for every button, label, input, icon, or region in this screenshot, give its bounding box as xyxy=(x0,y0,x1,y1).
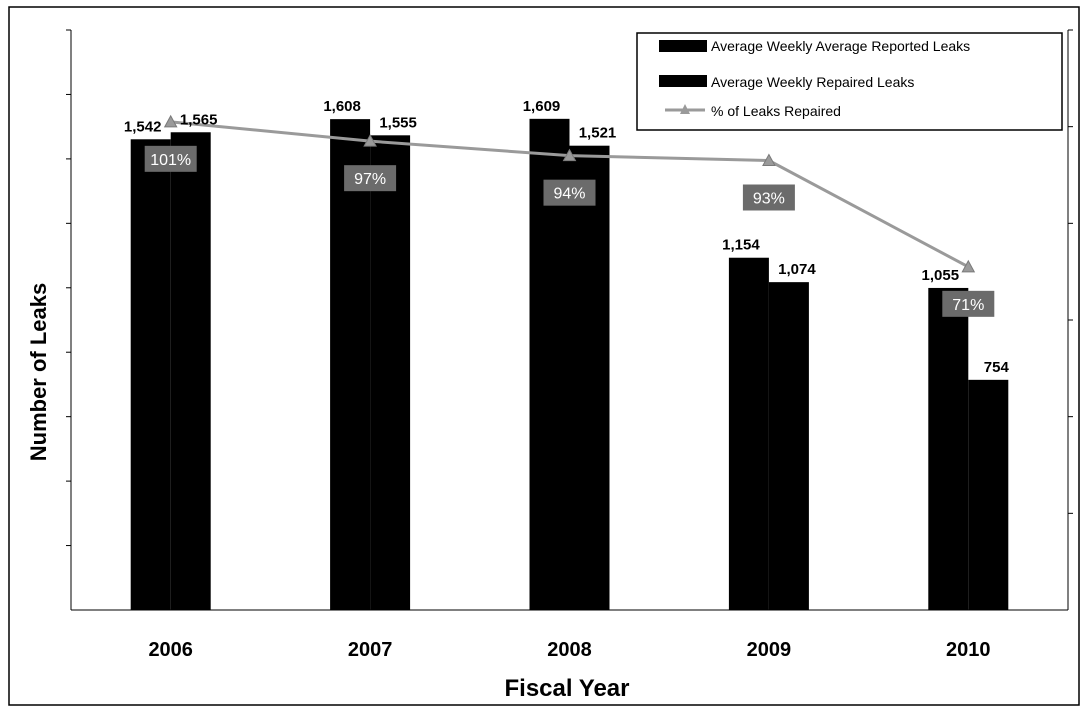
bar-reported-2006 xyxy=(130,139,171,610)
legend-label-reported: Average Weekly Average Reported Leaks xyxy=(711,38,970,54)
percent-marker-2007 xyxy=(363,134,377,147)
bar-label-repaired-2010: 754 xyxy=(984,359,1010,376)
bar-label-reported-2008: 1,609 xyxy=(523,98,561,115)
x-tick-label-2010: 2010 xyxy=(946,639,991,661)
percent-label-box-2009 xyxy=(742,184,795,211)
legend-swatch-repaired xyxy=(659,75,707,87)
percent-marker-2009 xyxy=(762,153,776,166)
percent-label-2010: 71% xyxy=(952,297,984,314)
percent-label-box-2008 xyxy=(543,179,596,206)
bar-label-repaired-2008: 1,521 xyxy=(579,125,617,142)
percent-label-2009: 93% xyxy=(753,191,785,208)
y-axis-title: Number of Leaks xyxy=(26,283,51,462)
legend-label-repaired: Average Weekly Repaired Leaks xyxy=(711,74,914,90)
bar-label-reported-2010: 1,055 xyxy=(922,267,960,284)
percent-label-2008: 94% xyxy=(553,186,585,203)
x-tick-labels: 2006 2007 2008 2009 2010 xyxy=(148,639,990,661)
percent-marker-2006 xyxy=(163,114,178,128)
bar-reported-2010 xyxy=(928,287,969,610)
y-axis-ticks xyxy=(66,29,71,547)
bars xyxy=(130,118,1009,611)
bar-label-reported-2007: 1,608 xyxy=(323,98,361,115)
bar-reported-2009 xyxy=(728,257,769,610)
x-tick-label-2009: 2009 xyxy=(747,639,792,661)
bar-label-repaired-2009: 1,074 xyxy=(778,261,816,278)
x-tick-label-2007: 2007 xyxy=(348,639,393,661)
legend: Average Weekly Average Reported Leaks Av… xyxy=(636,32,1063,131)
percent-line xyxy=(163,114,976,273)
x-tick-label-2008: 2008 xyxy=(547,639,592,661)
bar-label-reported-2009: 1,154 xyxy=(722,237,760,254)
bar-repaired-2006 xyxy=(170,132,211,610)
percent-marker-2010 xyxy=(961,259,976,273)
percent-label-box-2007 xyxy=(344,165,397,192)
x-axis-title: Fiscal Year xyxy=(505,675,630,702)
percent-label-2007: 97% xyxy=(354,171,386,188)
bar-label-repaired-2007: 1,555 xyxy=(379,114,417,131)
legend-box xyxy=(636,32,1063,131)
bar-repaired-2010 xyxy=(968,379,1009,610)
y2-axis-ticks xyxy=(1068,29,1073,514)
percent-label-box-2006 xyxy=(144,145,197,172)
bar-repaired-2009 xyxy=(768,282,809,610)
legend-marker-percent xyxy=(680,104,690,114)
bar-data-labels: 1,542 1,565 1,608 1,555 1,609 1,521 1,154 1,074… xyxy=(124,98,1010,376)
bar-repaired-2008 xyxy=(569,145,610,610)
percent-label-box-2010 xyxy=(942,290,995,317)
x-tick-label-2006: 2006 xyxy=(148,639,193,661)
percent-label-2006: 101% xyxy=(150,152,191,169)
legend-swatch-reported xyxy=(659,40,707,52)
bar-label-reported-2006: 1,542 xyxy=(124,118,162,135)
bar-repaired-2007 xyxy=(370,135,411,610)
bar-label-repaired-2006: 1,565 xyxy=(180,111,218,128)
percent-marker-2008 xyxy=(562,148,577,162)
legend-label-percent: % of Leaks Repaired xyxy=(711,103,841,119)
bar-reported-2007 xyxy=(330,119,371,610)
percent-data-labels: 101% 97% 94% 93% 71% xyxy=(144,145,995,317)
